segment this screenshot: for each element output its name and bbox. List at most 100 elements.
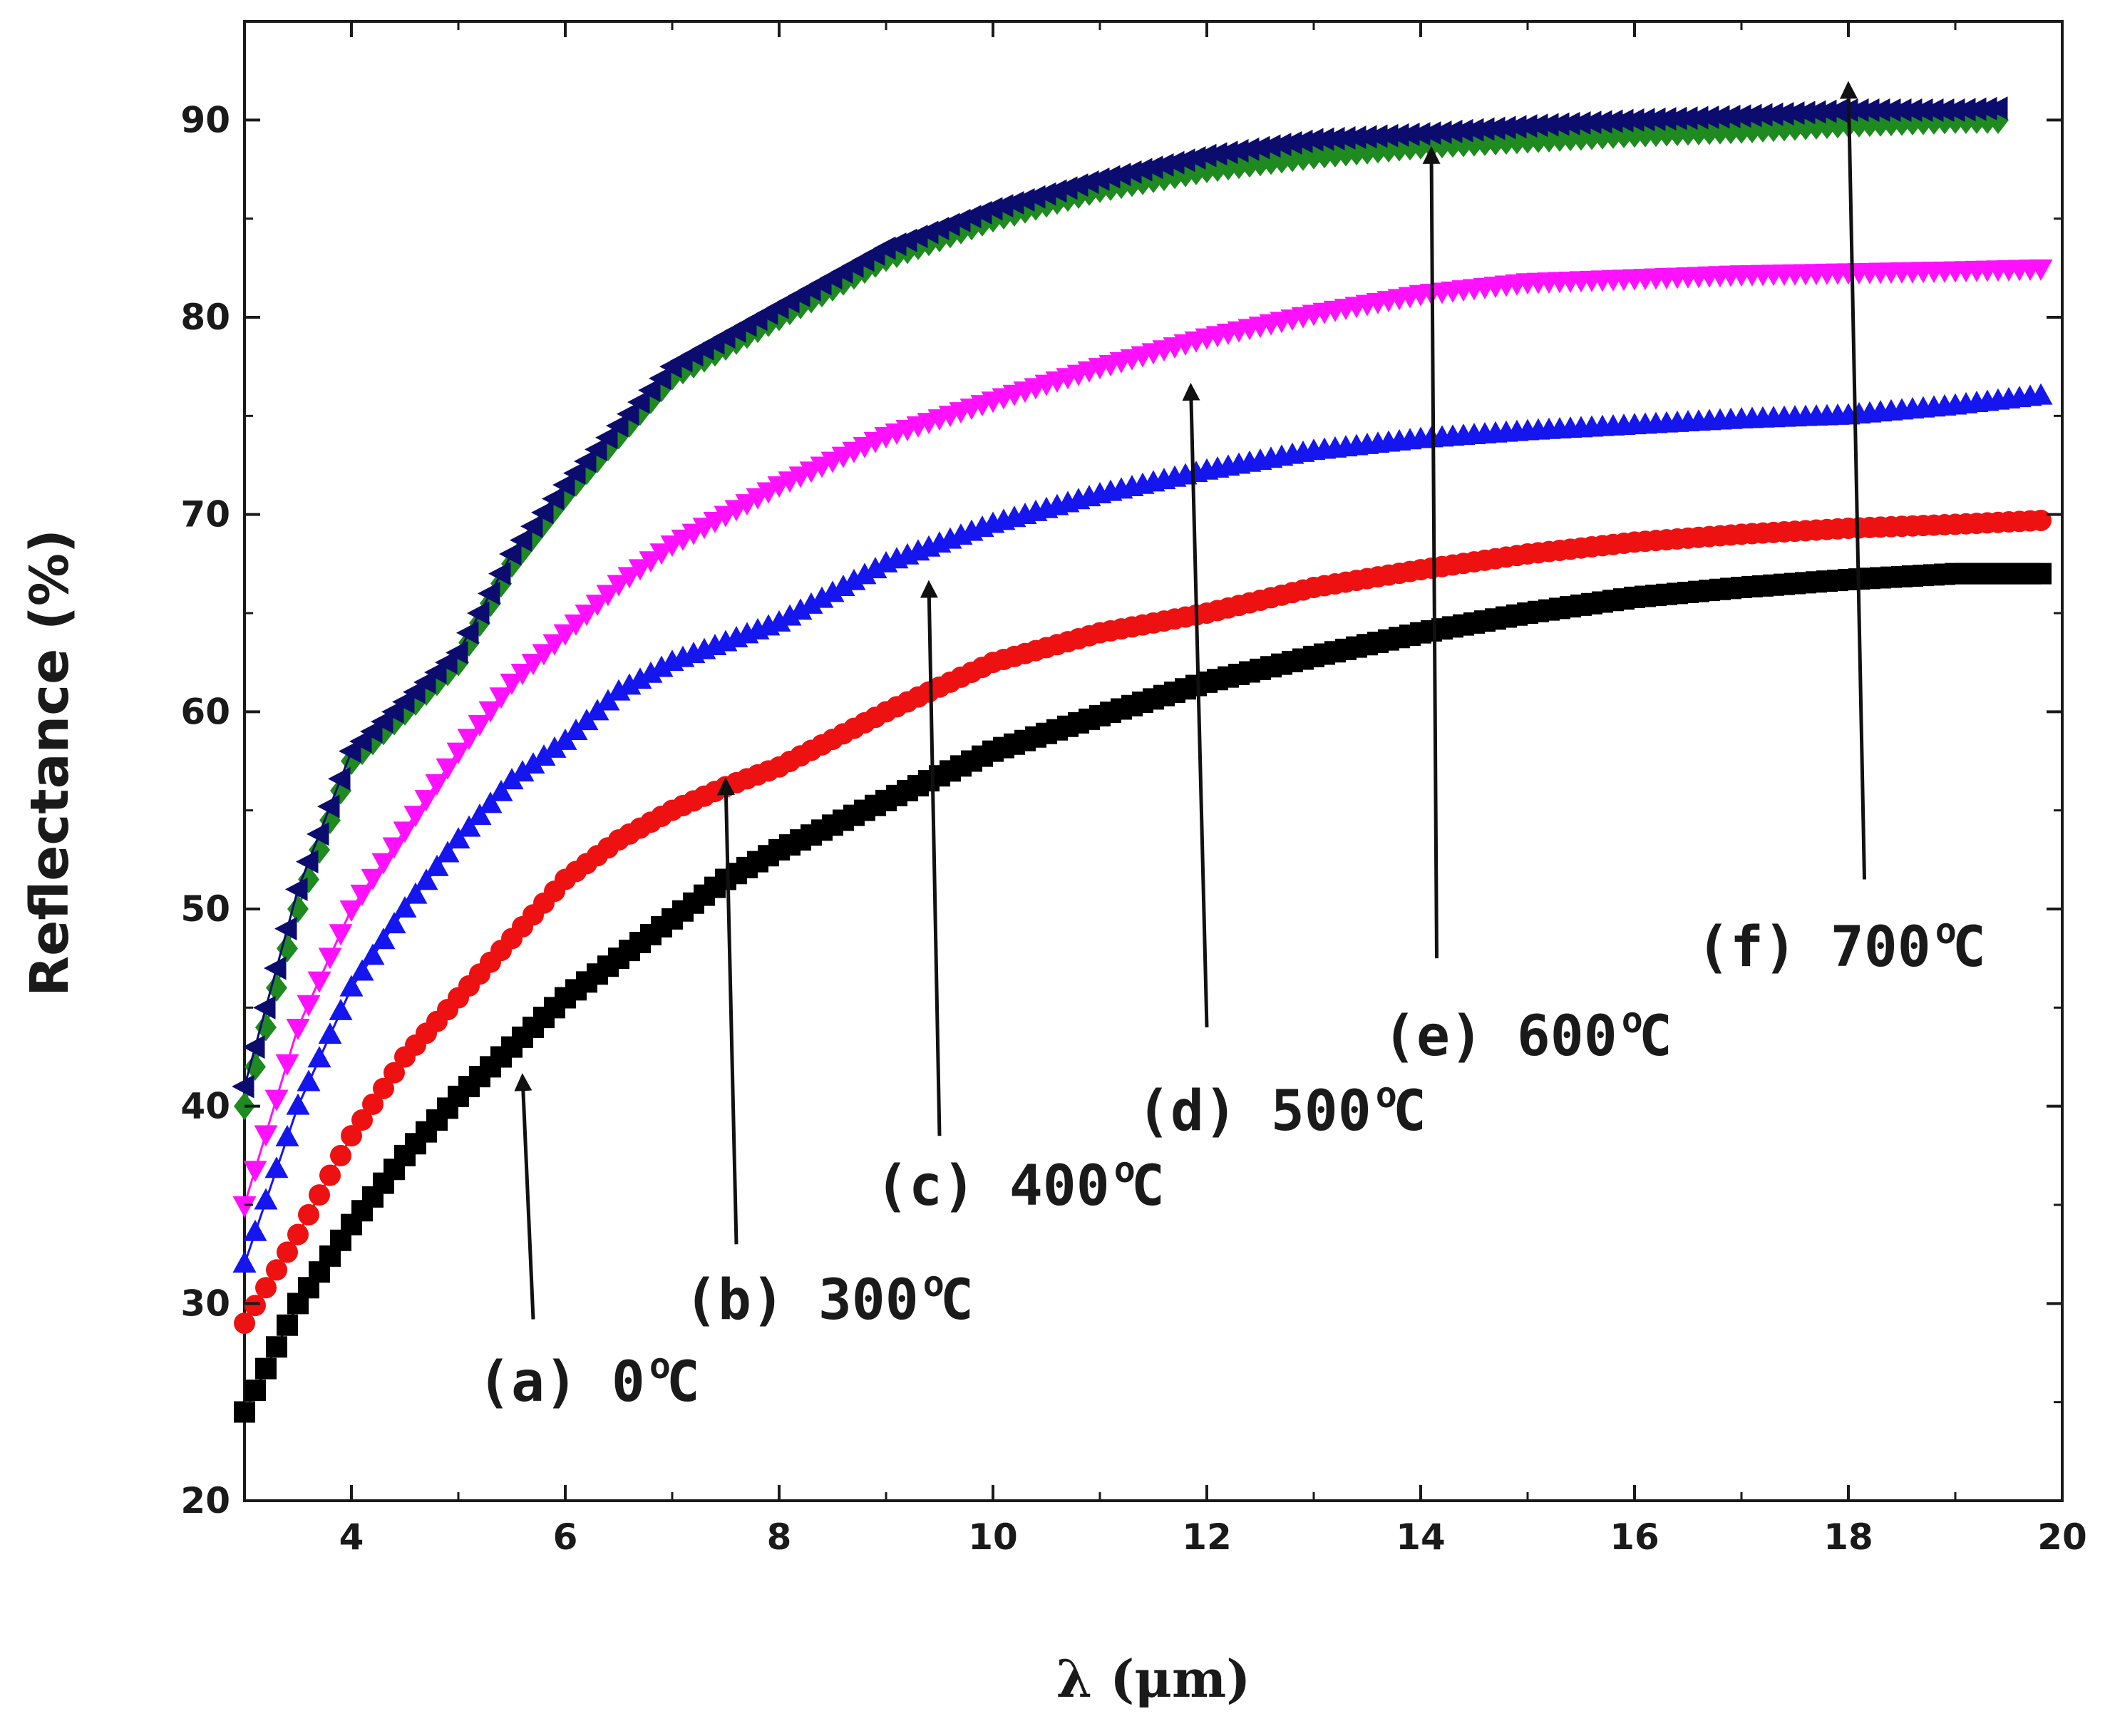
data-point — [574, 449, 597, 473]
data-point — [1975, 96, 1997, 120]
data-point — [277, 934, 298, 962]
data-point — [232, 1196, 257, 1218]
data-point — [552, 473, 575, 497]
data-point — [371, 853, 396, 875]
data-point — [478, 581, 500, 605]
data-point — [1707, 105, 1730, 129]
data-point — [328, 766, 351, 791]
data-point — [2029, 383, 2053, 405]
data-point — [1365, 124, 1388, 148]
annotation-text: (b) 300 — [684, 1268, 919, 1332]
data-point — [307, 971, 331, 993]
data-point — [1697, 105, 1719, 129]
data-point — [245, 1295, 266, 1317]
annotation-degree: o — [923, 1263, 945, 1305]
data-point — [1237, 137, 1260, 161]
data-point — [1750, 103, 1773, 127]
data-point — [542, 487, 565, 511]
data-point — [275, 1124, 299, 1146]
data-point — [1376, 123, 1399, 148]
data-point — [1226, 138, 1249, 163]
data-point — [468, 714, 492, 736]
data-point — [1579, 111, 1602, 135]
data-point — [1654, 107, 1677, 131]
data-point — [649, 366, 671, 391]
annotation-degree: o — [1376, 1074, 1397, 1116]
data-point — [318, 1022, 342, 1044]
data-point — [853, 563, 877, 585]
annotation-text: (a) 0 — [478, 1350, 645, 1414]
annotation-label: (d) 500 oC — [1137, 1074, 1426, 1144]
annotation-text: (c) 400 — [875, 1154, 1110, 1218]
data-point — [245, 1052, 266, 1081]
data-point — [1162, 150, 1185, 175]
data-point — [1782, 101, 1805, 125]
y-tick-label: 40 — [180, 1086, 230, 1127]
data-point — [264, 956, 287, 980]
data-point — [277, 1314, 298, 1336]
data-point — [1547, 112, 1570, 136]
data-point — [820, 580, 845, 602]
series-a — [234, 563, 2052, 1423]
annotation-b: (b) 300 oC — [684, 777, 974, 1332]
x-tick-label: 20 — [2037, 1516, 2087, 1558]
data-point — [1258, 134, 1281, 158]
annotation-unit: C — [940, 1268, 974, 1332]
data-point — [607, 679, 631, 701]
data-point — [382, 912, 406, 934]
data-point — [349, 729, 372, 754]
data-point — [425, 854, 449, 876]
data-point — [510, 760, 535, 782]
data-point — [1312, 127, 1334, 151]
data-point — [1451, 118, 1473, 143]
data-point — [767, 610, 791, 632]
data-point — [1301, 128, 1324, 152]
data-point — [639, 551, 663, 573]
data-point — [478, 791, 503, 813]
data-point — [1194, 143, 1217, 168]
data-point — [778, 604, 802, 626]
annotation-d: (d) 500 oC — [1137, 382, 1426, 1144]
data-point — [788, 598, 813, 620]
data-point — [1600, 109, 1623, 133]
data-point — [285, 877, 308, 901]
data-point — [318, 947, 342, 970]
y-tick-label: 90 — [180, 99, 230, 140]
data-point — [382, 837, 406, 859]
data-point — [1558, 111, 1580, 135]
data-point — [1729, 104, 1751, 128]
data-point — [1408, 122, 1431, 146]
data-point — [810, 586, 834, 608]
data-point — [1525, 113, 1548, 138]
data-point — [1151, 153, 1174, 177]
data-point — [360, 719, 383, 744]
data-point — [1290, 129, 1313, 153]
data-point — [1397, 123, 1420, 147]
data-point — [1493, 115, 1516, 140]
data-point — [553, 624, 577, 646]
data-point — [1472, 117, 1495, 141]
data-point — [392, 690, 415, 714]
annotation-label: (f) 700 oC — [1697, 910, 1986, 980]
data-point — [253, 995, 276, 1019]
data-point — [510, 528, 532, 553]
data-point — [307, 1046, 331, 1068]
x-tick-label: 12 — [1182, 1516, 1232, 1558]
data-point — [1515, 114, 1538, 138]
data-point — [1739, 103, 1762, 128]
data-point — [339, 739, 361, 764]
data-point — [413, 670, 436, 694]
y-tick-label: 20 — [180, 1480, 230, 1521]
data-point — [595, 426, 618, 450]
series-b — [234, 509, 2052, 1334]
annotation-arrow — [1422, 145, 1441, 959]
data-point — [264, 1156, 289, 1178]
data-point — [1205, 142, 1228, 166]
data-point — [649, 655, 674, 677]
data-point — [232, 1251, 257, 1273]
annotation-text: (e) 600 — [1383, 1005, 1617, 1069]
data-point — [617, 402, 639, 426]
data-point — [339, 900, 364, 922]
x-tick-label: 10 — [968, 1516, 1018, 1558]
